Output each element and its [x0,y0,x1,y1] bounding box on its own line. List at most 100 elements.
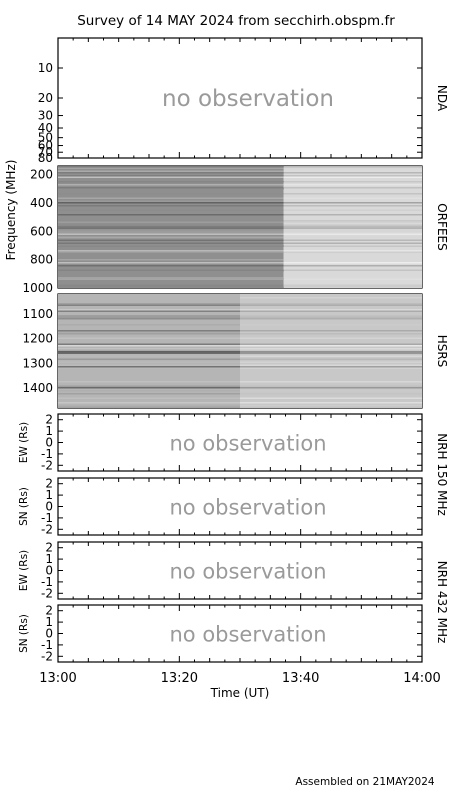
hsrs-band [240,405,422,407]
orfees-band [283,238,422,240]
hsrs-band [240,351,422,353]
hsrs-band [240,358,422,360]
hsrs-band [240,349,422,351]
orfees-band [58,245,284,247]
orfees-band [58,170,284,172]
hsrs-band [58,330,240,332]
hsrs-band [58,303,240,305]
hsrs-band [240,381,422,383]
orfees-band [283,175,422,177]
hsrs-band [240,364,422,366]
orfees-band [283,224,422,226]
hsrs-band [58,381,240,383]
hsrs-band [58,315,240,317]
orfees-band [58,202,284,204]
hsrs-band [58,397,240,399]
y-tick-label: 30 [38,109,53,123]
hsrs-spectrogram [58,294,422,408]
orfees-band [58,230,284,232]
orfees-band [58,176,284,178]
hsrs-band [240,337,422,339]
hsrs-band [240,303,422,305]
y-tick-label: 0 [45,436,53,450]
hsrs-band [240,297,422,299]
y-tick-label: 200 [30,168,53,182]
hsrs-band [58,358,240,360]
y-tick-label: -2 [41,458,53,472]
orfees-band [58,236,284,238]
orfees-band [58,166,284,168]
hsrs-band [58,351,240,353]
y-tick-label: 20 [38,91,53,105]
y-axis-label-nrh432_ew: EW (Rs) [18,550,30,591]
shared-frequency-label: Frequency (MHz) [4,160,18,261]
orfees-band [58,239,284,241]
hsrs-band [240,310,422,312]
hsrs-band [58,349,240,351]
orfees-band [58,233,284,235]
y-tick-label: -2 [41,522,53,536]
y-tick-label: 1 [45,424,53,438]
orfees-band [283,262,422,264]
orfees-band [58,262,284,264]
orfees-band [58,197,284,199]
orfees-band [58,278,284,280]
orfees-band [283,220,422,222]
no-observation-nrh150_ew: no observation [169,432,326,456]
orfees-band [58,200,284,202]
hsrs-band [58,385,240,387]
hsrs-band [58,405,240,407]
hsrs-band [240,345,422,347]
y-tick-label: -1 [41,447,53,461]
hsrs-band [58,333,240,335]
hsrs-band [58,393,240,395]
y-tick-label: 60 [38,139,53,153]
orfees-band [283,181,422,183]
orfees-band [283,176,422,178]
orfees-band [283,200,422,202]
hsrs-band [240,366,422,368]
footer-assembled: Assembled on 21MAY2024 [295,776,435,788]
orfees-band [283,286,422,288]
hsrs-band [58,310,240,312]
hsrs-band [240,330,422,332]
orfees-band [58,277,284,279]
y-tick-label: 2 [45,541,53,555]
instrument-label-nda: NDA [435,85,449,112]
no-observation-nda: no observation [162,86,334,112]
y-tick-label: 1 [45,488,53,502]
hsrs-band [58,402,240,404]
hsrs-band [240,355,422,357]
x-axis-label: Time (UT) [210,686,270,700]
y-tick-label: 0 [45,500,53,514]
y-tick-label: -1 [41,638,53,652]
orfees-band [58,269,284,271]
orfees-band [283,205,422,207]
hsrs-band [58,367,240,369]
hsrs-band [58,318,240,320]
orfees-band [58,251,284,253]
orfees-band [283,265,422,267]
orfees-band [283,187,422,189]
y-tick-label: 2 [45,604,53,618]
instrument-label-hsrs: HSRS [435,335,449,368]
orfees-band [283,172,422,174]
hsrs-band [58,331,240,333]
orfees-band [58,226,284,228]
instrument-label-nrh_150: NRH 150 MHz [435,433,449,516]
orfees-band [283,226,422,228]
hsrs-band [240,304,422,306]
orfees-band [283,239,422,241]
orfees-band [58,221,284,223]
hsrs-band [58,390,240,392]
y-tick-label: 1 [45,552,53,566]
orfees-band [283,284,422,286]
no-observation-nrh150_sn: no observation [169,496,326,520]
orfees-band [283,202,422,204]
hsrs-band [240,397,422,399]
